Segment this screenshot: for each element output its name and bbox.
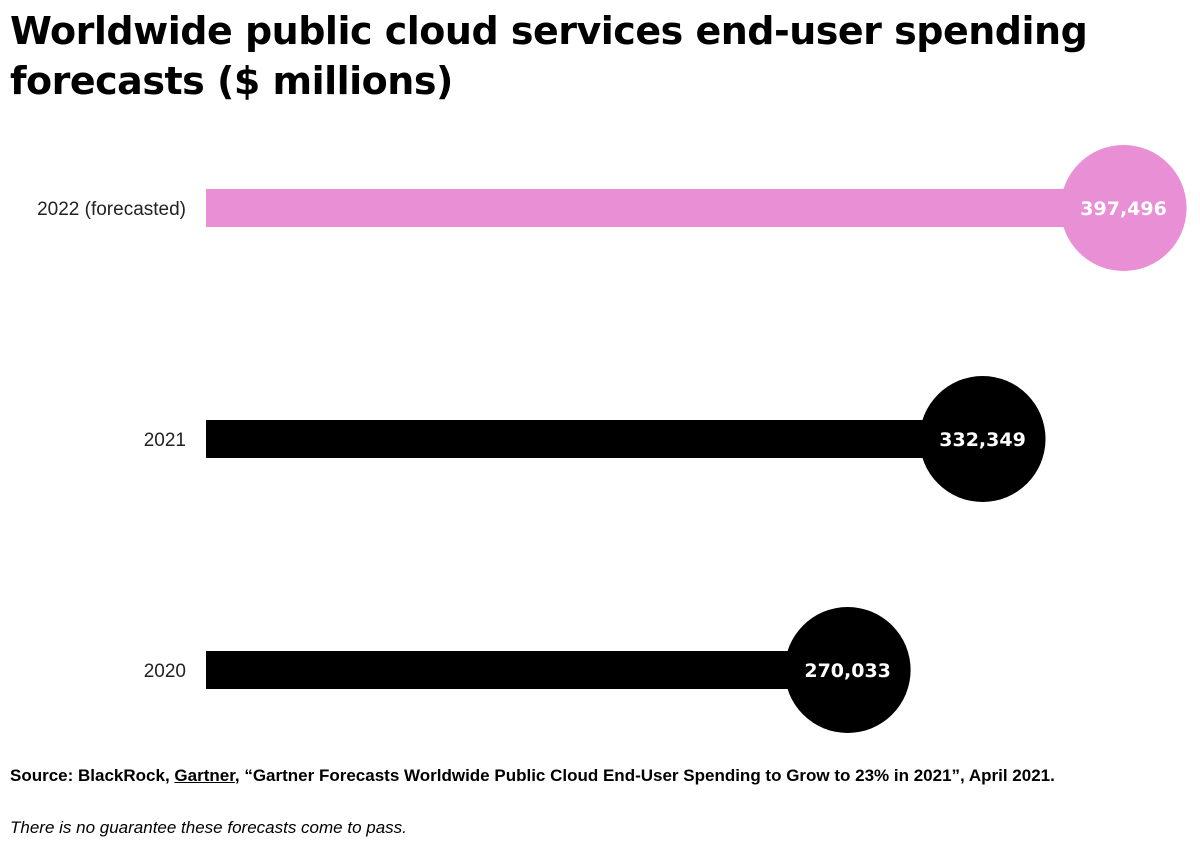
data-label: 397,496 [1080,198,1167,220]
chart-title: Worldwide public cloud services end-user… [10,9,1088,103]
bar [206,651,848,689]
bar-end-circle [784,607,911,733]
source-note: Source: BlackRock, Gartner, “Gartner For… [10,764,1190,788]
source-prefix: Source: BlackRock, [10,766,175,785]
gartner-link[interactable]: Gartner [174,766,235,785]
bar [206,189,1124,227]
bar-end-circle [1060,145,1187,271]
category-label: 2020 [144,661,186,682]
bar-end-circle [919,376,1046,502]
source-rest: , “Gartner Forecasts Worldwide Public Cl… [234,766,1055,785]
lollipop-chart: 2022 (forecasted) 397,496 2021 332,349 2020 2… [37,145,1187,733]
data-label: 332,349 [939,429,1026,451]
data-label: 270,033 [804,660,891,682]
category-label: 2022 (forecasted) [37,199,186,220]
disclaimer: There is no guarantee these forecasts co… [10,818,407,837]
category-label: 2021 [144,430,186,451]
bar [206,420,983,458]
